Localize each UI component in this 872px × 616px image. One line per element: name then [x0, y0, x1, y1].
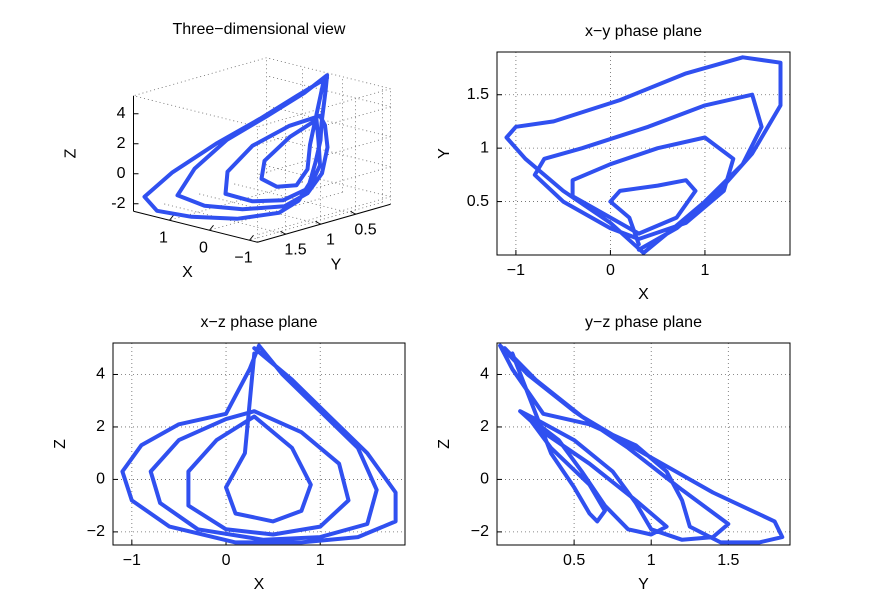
x-tick-label: 1: [647, 552, 656, 569]
y-tick-label: 0: [480, 471, 489, 488]
y-tick-label: 2: [480, 418, 489, 435]
y-axis-label: Y: [331, 256, 342, 273]
y-tick-label: 1.5: [467, 86, 489, 103]
z-tick-label: 0: [117, 165, 126, 182]
trajectory: [498, 343, 785, 545]
y-tick-label: 1.5: [284, 241, 306, 258]
tick-mark: [169, 214, 174, 221]
x-tick-label: −1: [123, 552, 141, 569]
y-tick-label: −2: [471, 523, 489, 540]
back-edge: [133, 57, 267, 97]
y-axis: [257, 203, 391, 243]
x-axis-label: X: [254, 576, 265, 593]
plot-frame: [496, 342, 791, 546]
z-tick-label: -2: [111, 195, 125, 212]
back-edge: [133, 95, 258, 128]
x-tick-label: −1: [507, 262, 525, 279]
y-tick-label: 0.5: [354, 221, 376, 238]
y-tick-label: 1: [326, 231, 335, 248]
y-axis-label: Z: [436, 439, 453, 449]
x-tick-label: 0.5: [563, 552, 585, 569]
x-axis-label: X: [182, 264, 193, 281]
x-tick-label: 0: [199, 239, 208, 256]
chart-title: Three−dimensional view: [173, 21, 346, 38]
trajectory: [504, 55, 783, 255]
tick-mark: [350, 210, 356, 215]
y-tick-label: 0: [96, 471, 105, 488]
plot-frame: [112, 342, 406, 546]
z-tick-label: 2: [117, 135, 126, 152]
y-tick-label: 4: [480, 366, 489, 383]
y-axis-label: Y: [436, 148, 453, 159]
tick-mark: [315, 220, 321, 225]
trajectory: [120, 343, 398, 545]
trajectory: [142, 73, 330, 221]
x-tick-label: 1: [700, 262, 709, 279]
x-axis-label: X: [638, 286, 649, 303]
x-tick-label: 1.5: [717, 552, 739, 569]
y-tick-label: 1: [480, 139, 489, 156]
z-tick-label: 4: [117, 105, 126, 122]
x-tick-label: 0: [606, 262, 615, 279]
y-tick-label: 4: [96, 366, 105, 383]
x-axis-label: Y: [638, 576, 649, 593]
x-tick-label: −1: [234, 249, 252, 266]
tick-mark: [209, 224, 214, 231]
x-tick-label: 1: [159, 229, 168, 246]
chart-title: x−z phase plane: [201, 314, 318, 331]
y-tick-label: 2: [96, 418, 105, 435]
x-tick-label: 1: [316, 552, 325, 569]
tick-mark: [249, 234, 254, 241]
y-axis-label: Z: [52, 439, 69, 449]
x-tick-label: 0: [222, 552, 231, 569]
y-tick-label: 0.5: [467, 193, 489, 210]
back-edge: [266, 57, 391, 90]
plot-frame: [496, 51, 791, 256]
tick-mark: [280, 230, 286, 235]
x-axis: [133, 210, 258, 243]
chart-title: x−y phase plane: [585, 23, 702, 40]
z-axis-label: Z: [63, 148, 80, 158]
y-tick-label: −2: [87, 523, 105, 540]
chart-title: y−z phase plane: [585, 314, 702, 331]
